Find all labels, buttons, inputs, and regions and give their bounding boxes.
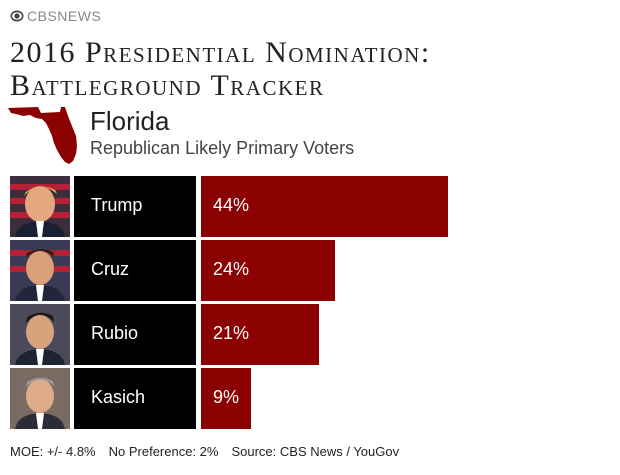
bar-value-label: 9% (213, 387, 240, 407)
chart-title-line2: Battleground Tracker (10, 69, 325, 102)
chart-subtitle: Republican Likely Primary Voters (90, 138, 355, 158)
chart-footer: MOE: +/- 4.8% No Preference: 2% Source: … (10, 444, 399, 459)
bar-value-label: 44% (213, 195, 250, 215)
candidate-name-box: Kasich (74, 368, 196, 429)
candidate-photo-kasich (10, 368, 70, 429)
footer-moe: MOE: +/- 4.8% (10, 444, 96, 459)
bar-value-label: 21% (213, 323, 250, 343)
chart-row-cruz: Cruz 24% (10, 240, 610, 301)
chart-row-trump: Trump 44% (10, 176, 610, 237)
chart-title: 2016 Presidential Nomination: Battlegrou… (10, 36, 431, 102)
bar-trump: 44% (201, 176, 448, 237)
footer-no-preference: No Preference: 2% (108, 444, 219, 459)
candidate-name-box: Rubio (74, 304, 196, 365)
candidate-name: Rubio (91, 323, 139, 343)
candidate-name: Cruz (91, 259, 130, 279)
bar-kasich: 9% (201, 368, 251, 429)
bar-cruz: 24% (201, 240, 335, 301)
florida-map-icon (8, 107, 77, 164)
chart-row-rubio: Rubio 21% (10, 304, 610, 365)
bar-rubio: 21% (201, 304, 319, 365)
footer-source: Source: CBS News / YouGov (231, 444, 400, 459)
state-name: Florida (90, 106, 170, 136)
candidate-name-box: Trump (74, 176, 196, 237)
candidate-name: Trump (91, 195, 143, 215)
cbs-eye-icon (10, 10, 24, 22)
chart-title-line1: 2016 Presidential Nomination: (10, 36, 431, 69)
candidate-photo-trump (10, 176, 70, 237)
chart-row-kasich: Kasich 9% (10, 368, 610, 429)
candidate-name-box: Cruz (74, 240, 196, 301)
candidate-name: Kasich (91, 387, 146, 407)
candidate-photo-cruz (10, 240, 70, 301)
candidate-photo-rubio (10, 304, 70, 365)
brand-logo: CBSNEWS (10, 8, 101, 24)
bar-value-label: 24% (213, 259, 250, 279)
brand-name: CBSNEWS (27, 8, 102, 24)
